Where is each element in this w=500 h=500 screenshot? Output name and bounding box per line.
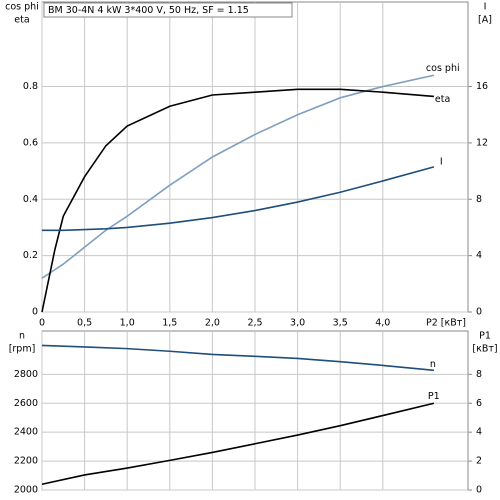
y2-tick-label: 6	[476, 398, 482, 409]
x-tick-label: 1,5	[162, 318, 177, 329]
y-tick-label: 0.4	[23, 194, 38, 205]
x-tick-label: 3,5	[333, 318, 348, 329]
y2-tick-label: 8	[476, 369, 482, 380]
title-box	[43, 2, 293, 18]
y-tick-label: 0.6	[23, 137, 38, 148]
series-label: I	[440, 156, 443, 167]
x-tick-label: 0	[39, 318, 45, 329]
y2-tick-label: 2	[476, 456, 482, 467]
y2-tick-label: 4	[476, 427, 482, 438]
y-axis-label: n	[19, 331, 25, 342]
x-tick-label: 1,0	[120, 318, 135, 329]
y2-tick-label: 8	[476, 194, 482, 205]
chart-title: BM 30-4N 4 kW 3*400 V, 50 Hz, SF = 1.15	[48, 5, 249, 16]
y2-axis-label: P1	[479, 331, 491, 342]
y-tick-label: 2600	[14, 398, 38, 409]
series-label: eta	[435, 94, 450, 105]
y-tick-label: 2400	[14, 427, 38, 438]
series-line	[41, 402, 435, 486]
series-label: P1	[428, 391, 440, 402]
y2-axis-label: [кВт]	[472, 344, 497, 355]
y-tick-label: 2800	[14, 369, 38, 380]
series-line	[42, 166, 435, 232]
x-tick-label: 2,0	[205, 318, 220, 329]
y2-axis-label: I	[484, 2, 487, 13]
series-label: cos phi	[426, 63, 460, 74]
y2-axis-label: [A]	[478, 15, 492, 26]
series-line	[41, 74, 435, 279]
y-axis-label: [rpm]	[9, 344, 36, 355]
y-tick-label: 2000	[14, 485, 38, 496]
y2-tick-label: 0	[476, 485, 482, 496]
y-axis-label: cos phi	[5, 2, 39, 13]
y-tick-label: 2200	[14, 456, 38, 467]
x-tick-label: 4,0	[375, 318, 390, 329]
y-tick-label: 0.8	[23, 81, 38, 92]
series-label: n	[430, 359, 436, 370]
y-tick-label: 0.2	[23, 250, 38, 261]
x-axis-label: P2 [кВт]	[426, 318, 466, 329]
y2-tick-label: 4	[476, 250, 482, 261]
y2-tick-label: 16	[476, 81, 488, 92]
y-tick-label: 0	[32, 307, 38, 318]
x-tick-label: 3,0	[290, 318, 305, 329]
y-axis-label: eta	[14, 15, 29, 26]
y2-tick-label: 12	[476, 137, 488, 148]
x-tick-label: 0,5	[77, 318, 92, 329]
series-line	[41, 88, 434, 313]
x-tick-label: 2,5	[247, 318, 262, 329]
y2-tick-label: 0	[476, 307, 482, 318]
series-line	[41, 344, 434, 372]
